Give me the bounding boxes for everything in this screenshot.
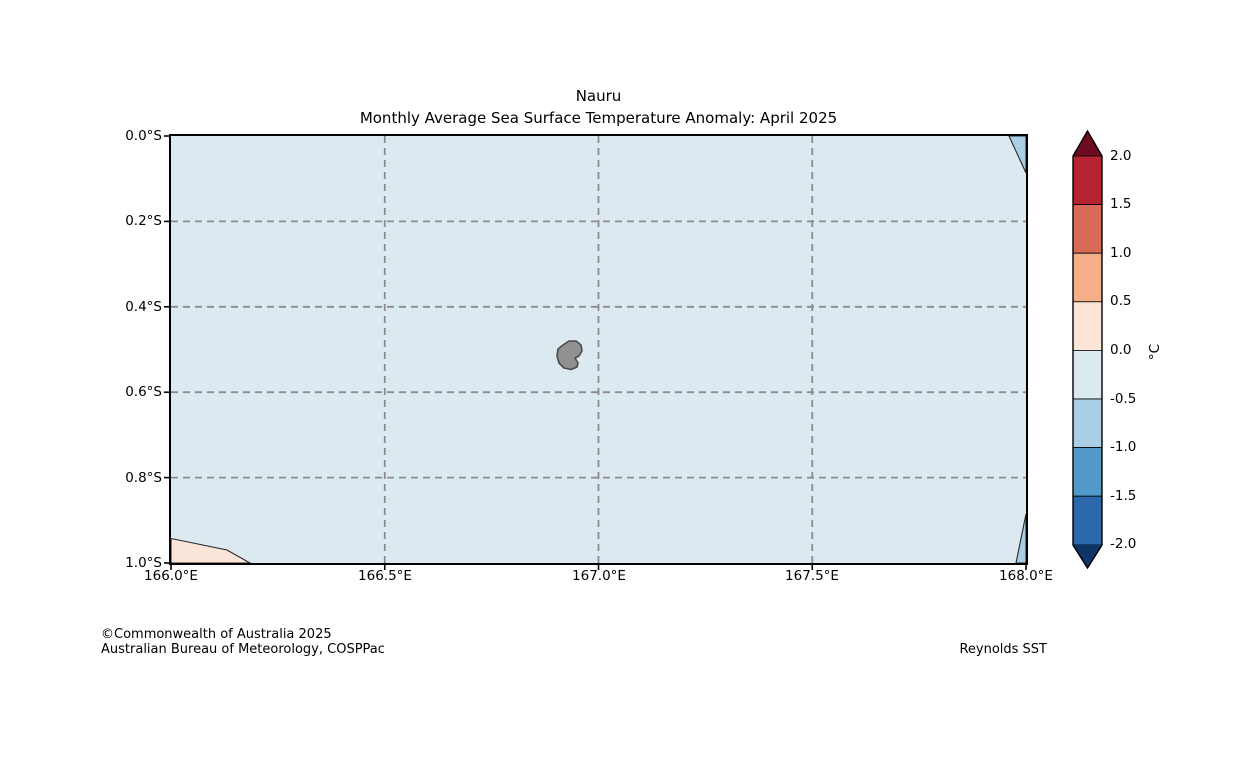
sst-region-negative-se [1015,513,1026,563]
colorbar-under-arrow [1073,545,1102,568]
source-text: Reynolds SST [959,642,1047,657]
map-background [171,136,1026,563]
sst-region-positive-sw [171,537,252,563]
colorbar-segment [1072,349,1103,400]
y-axis-tick-label: 0.0°S [125,128,162,144]
y-axis-tick-label: 0.2°S [125,213,162,229]
colorbar-segment [1072,301,1103,351]
colorbar-tick-label: 1.0 [1110,245,1132,261]
colorbar-tick-label: -1.5 [1110,488,1137,504]
y-axis-tick-label: 1.0°S [125,555,162,571]
colorbar-outline [1072,130,1103,569]
graticule-grid [171,136,1026,563]
copyright-line1: ©Commonwealth of Australia 2025 [101,627,332,642]
copyright-line2: Australian Bureau of Meteorology, COSPPa… [101,642,385,657]
x-axis-tick-label: 167.5°E [785,568,839,584]
figure-title: Nauru [575,87,622,105]
colorbar-tick-label: 1.5 [1110,196,1132,212]
colorbar-over-arrow [1073,131,1102,156]
colorbar-segment [1072,447,1103,497]
nauru-island [556,340,583,371]
x-axis-tick-label: 166.5°E [358,568,412,584]
figure-subtitle: Monthly Average Sea Surface Temperature … [359,109,838,127]
colorbar-canvas [1072,130,1103,569]
x-axis-tick-label: 168.0°E [999,568,1053,584]
colorbar-unit-label: °C [1147,343,1163,361]
x-axis-tick-label: 166.0°E [144,568,198,584]
colorbar-tick-label: -1.0 [1110,439,1137,455]
colorbar [1072,130,1103,569]
colorbar-tick-label: 2.0 [1110,148,1132,164]
colorbar-segment [1072,495,1103,546]
sst-region-negative-ne [1008,136,1026,174]
colorbar-segment [1072,155,1103,205]
map-canvas [171,136,1026,563]
colorbar-tick-label: -2.0 [1110,536,1137,552]
map-plot [169,134,1028,565]
y-axis-tick-label: 0.6°S [125,384,162,400]
colorbar-segment [1072,398,1103,448]
y-axis-tick-label: 0.8°S [125,470,162,486]
colorbar-segment [1072,252,1103,303]
y-axis-tick-label: 0.4°S [125,299,162,315]
colorbar-tick-label: 0.5 [1110,293,1132,309]
colorbar-tick-label: -0.5 [1110,391,1137,407]
x-axis-tick-label: 167.0°E [572,568,626,584]
colorbar-segment [1072,204,1103,254]
colorbar-tick-label: 0.0 [1110,342,1132,358]
